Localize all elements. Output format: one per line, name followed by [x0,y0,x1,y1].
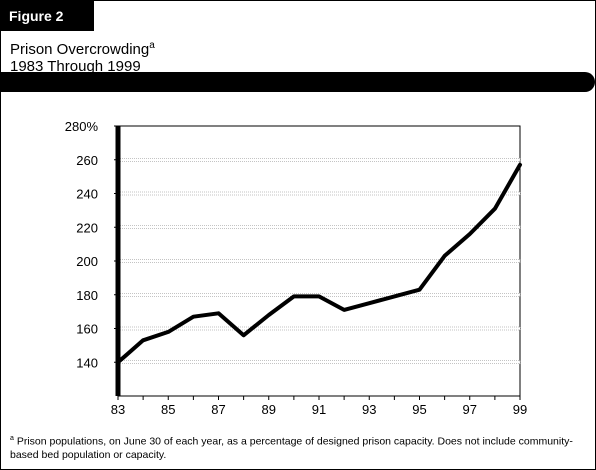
figure-label: Figure 2 [1,1,94,31]
title-footnote-marker: a [149,40,155,51]
x-tick-label: 83 [111,402,125,417]
y-tick-label: 240 [76,187,98,202]
y-axis-ticks: 140 160 180 200 220 240 260 280% [65,119,118,370]
chart-title: Prison Overcrowdinga 1983 Through 1999 [10,37,155,75]
footnote-text: Prison populations, on June 30 of each y… [10,435,573,461]
footnote-marker: a [10,435,14,442]
x-tick-label: 91 [312,402,326,417]
x-tick-label: 93 [362,402,376,417]
gridline [117,191,521,196]
y-tick-label: 260 [76,153,98,168]
x-tick-label: 97 [463,402,477,417]
x-tick-label: 95 [412,402,426,417]
x-tick-label: 89 [262,402,276,417]
gridline [117,259,521,263]
title-bar [1,72,595,92]
footnote: a Prison populations, on June 30 of each… [10,432,580,462]
y-tick-label: 280% [65,119,99,134]
x-tick-label: 99 [513,402,527,417]
x-axis-ticks: 83 85 87 89 91 93 95 97 99 [111,396,527,417]
x-tick-label: 87 [211,402,225,417]
y-tick-label: 160 [76,322,98,337]
title-line2: 1983 Through 1999 [10,58,141,75]
series-layer [116,162,522,365]
x-tick-label: 85 [161,402,175,417]
y-tick-label: 200 [76,254,98,269]
series-line [116,162,522,365]
gridline [117,225,521,230]
y-tick-label: 180 [76,288,98,303]
title-line1: Prison Overcrowding [10,41,150,58]
y-tick-label: 140 [76,355,98,370]
gridline [117,157,521,162]
y-tick-label: 220 [76,220,98,235]
gridline [117,360,521,365]
